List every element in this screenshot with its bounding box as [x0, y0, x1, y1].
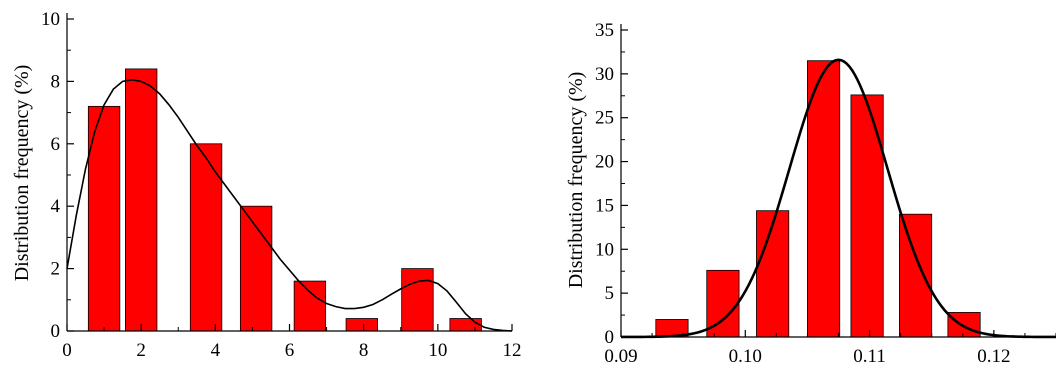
bar-2 [756, 210, 790, 338]
y-tick-label: 5 [605, 283, 615, 304]
y-tick-label: 30 [595, 64, 614, 85]
y-tick-label: 0 [51, 321, 61, 342]
left-y-axis-title: Distribution frequency (%) [11, 65, 33, 282]
right-axes: 0 5 10 15 20 25 30 35 0.09 0.10 0.11 0.12 [595, 20, 1056, 367]
x-tick-label: 12 [503, 340, 522, 361]
x-tick-label: 0.11 [853, 346, 886, 367]
y-tick-label: 0 [605, 327, 615, 348]
bar-2 [189, 143, 223, 332]
y-tick-label: 15 [595, 195, 614, 216]
bar-6 [401, 268, 434, 332]
left-fit-curve [66, 79, 513, 332]
bar-5 [345, 318, 378, 332]
y-tick-label: 25 [595, 108, 614, 129]
x-tick-label: 0.12 [977, 346, 1010, 367]
bar-7 [449, 318, 482, 332]
bar-5 [899, 213, 933, 338]
x-tick-label: 0.09 [604, 346, 637, 367]
bar-0 [87, 105, 121, 332]
left-axes: 0 2 4 6 8 10 0 2 4 6 8 10 12 [41, 9, 522, 361]
y-tick-label: 6 [51, 134, 61, 155]
right-bars [655, 60, 981, 338]
chart-left-distribution: Distribution frequency (%) 0 2 4 6 8 10 0 2 4 6 8 1… [11, 9, 522, 361]
bar-1 [125, 68, 158, 332]
bar-3 [239, 205, 273, 332]
x-tick-label: 6 [285, 340, 295, 361]
y-tick-label: 10 [595, 239, 614, 260]
y-tick-label: 2 [51, 259, 61, 280]
y-tick-label: 10 [41, 9, 60, 30]
x-tick-label: 10 [428, 340, 447, 361]
chart-right-distribution: Distribution frequency (%) 0 5 10 15 20 25 30 3… [565, 20, 1056, 367]
x-tick-label: 2 [136, 340, 146, 361]
y-tick-label: 4 [51, 196, 61, 217]
y-tick-label: 20 [595, 152, 614, 173]
x-tick-label: 0.10 [729, 346, 762, 367]
x-tick-label: 4 [211, 340, 221, 361]
left-bars [87, 68, 482, 332]
bar-4 [850, 94, 884, 338]
right-y-axis-title: Distribution frequency (%) [565, 72, 587, 289]
x-tick-label: 8 [359, 340, 369, 361]
bar-3 [807, 60, 841, 338]
x-tick-label: 0 [62, 340, 72, 361]
y-tick-label: 35 [595, 20, 614, 41]
bar-4 [293, 280, 327, 332]
y-tick-label: 8 [51, 71, 61, 92]
right-fit-curve [621, 58, 1056, 339]
bar-6 [947, 312, 981, 338]
